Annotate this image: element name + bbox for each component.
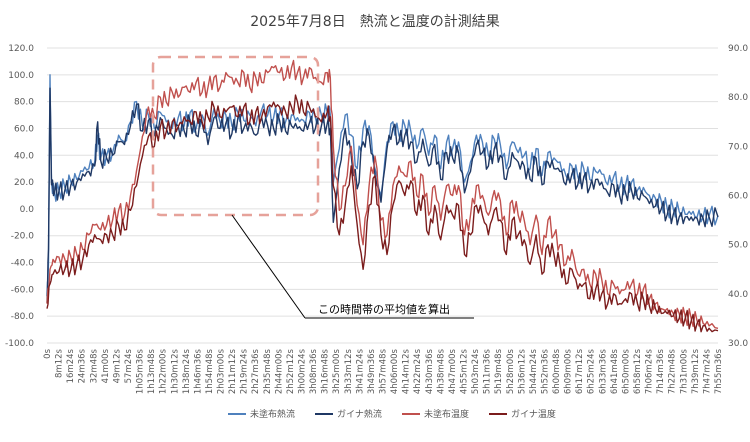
x-tick-label: 6h33m36s bbox=[598, 348, 608, 394]
x-tick-label: 7h55m36s bbox=[714, 348, 724, 394]
x-tick-label: 4h47m00s bbox=[448, 348, 458, 394]
highlight-box bbox=[151, 55, 320, 217]
x-tick-label: 7h47m24s bbox=[702, 348, 712, 394]
x-tick-label: 6h00m48s bbox=[552, 348, 562, 394]
x-tick-label: 6h50m00s bbox=[621, 348, 631, 394]
y-left-tick-label: 0.0 bbox=[20, 205, 35, 215]
x-tick-label: 5h36m12s bbox=[517, 348, 527, 394]
x-tick-label: 7h14m36s bbox=[656, 348, 666, 394]
legend: 未塗布熱流 ガイナ熱流 未塗布温度 ガイナ温度 bbox=[228, 408, 556, 420]
x-tick-label: 3h25m00s bbox=[332, 348, 342, 394]
y-left-tick-label: -100.0 bbox=[5, 339, 34, 349]
chart-title: 2025年7月8日 熱流と温度の計測結果 bbox=[250, 14, 499, 30]
x-tick-label: 6h17m12s bbox=[575, 348, 585, 394]
x-tick-label: 8m12s bbox=[55, 348, 65, 378]
x-tick-label: 2h11m12s bbox=[228, 348, 238, 394]
y-axis-right: 90.0 80.0 70.0 60.0 50.0 40.0 30.0 bbox=[728, 44, 748, 349]
x-tick-label: 6h58m12s bbox=[633, 348, 643, 394]
x-tick-label: 5h03m24s bbox=[471, 348, 481, 394]
series-line bbox=[46, 94, 719, 333]
series-line bbox=[46, 59, 719, 329]
x-tick-label: 7h31m00s bbox=[679, 348, 689, 394]
x-tick-label: 7h39m12s bbox=[691, 348, 701, 394]
y-left-tick-label: 80.0 bbox=[14, 98, 34, 108]
y-left-tick-label: 40.0 bbox=[14, 151, 34, 161]
y-right-tick-label: 60.0 bbox=[728, 192, 748, 202]
x-tick-label: 5h19m48s bbox=[494, 348, 504, 394]
x-tick-label: 4h14m12s bbox=[402, 348, 412, 394]
x-tick-label: 3h57m48s bbox=[379, 348, 389, 394]
x-tick-label: 1h13m48s bbox=[147, 348, 157, 394]
x-tick-label: 2h35m48s bbox=[263, 348, 273, 394]
x-tick-label: 1h54m48s bbox=[205, 348, 215, 394]
series-line bbox=[46, 87, 719, 303]
x-tick-label: 2h52m12s bbox=[286, 348, 296, 394]
annotation-leader bbox=[231, 214, 306, 319]
x-tick-label: 1h05m36s bbox=[136, 348, 146, 394]
x-tick-label: 7h06m24s bbox=[645, 348, 655, 394]
x-tick-label: 5h52m36s bbox=[540, 348, 550, 394]
y-left-tick-label: -40.0 bbox=[11, 259, 35, 269]
x-tick-label: 3h41m24s bbox=[355, 348, 365, 394]
y-left-tick-label: 20.0 bbox=[14, 178, 34, 188]
y-right-tick-label: 80.0 bbox=[728, 93, 748, 103]
x-tick-label: 6h41m48s bbox=[610, 348, 620, 394]
x-tick-label: 5h11m36s bbox=[483, 348, 493, 394]
y-left-tick-label: 100.0 bbox=[8, 71, 34, 81]
x-tick-label: 3h49m36s bbox=[367, 348, 377, 394]
y-right-tick-label: 40.0 bbox=[728, 290, 748, 300]
annotation-text: この時間帯の平均値を算出 bbox=[318, 302, 450, 316]
x-tick-label: 3h33m12s bbox=[344, 348, 354, 394]
y-left-tick-label: -80.0 bbox=[11, 312, 35, 322]
y-right-tick-label: 50.0 bbox=[728, 241, 748, 251]
y-left-tick-label: -60.0 bbox=[11, 285, 35, 295]
x-tick-label: 49m12s bbox=[112, 348, 122, 383]
legend-label: 未塗布熱流 bbox=[250, 408, 295, 420]
x-axis: 0s 8m12s 16m24s 24m36s 32m48s 41m00s 49m12s 57m… bbox=[43, 348, 724, 394]
x-tick-label: 3h16m48s bbox=[321, 348, 331, 394]
y-left-tick-label: -20.0 bbox=[11, 232, 35, 242]
x-tick-label: 4h55m12s bbox=[459, 348, 469, 394]
x-tick-label: 6h25m24s bbox=[587, 348, 597, 394]
x-tick-label: 3h08m36s bbox=[309, 348, 319, 394]
series-layer bbox=[46, 59, 719, 333]
legend-label: ガイナ熱流 bbox=[337, 408, 382, 420]
x-tick-label: 1h30m12s bbox=[170, 348, 180, 394]
x-tick-label: 1h46m36s bbox=[193, 348, 203, 394]
x-tick-label: 24m36s bbox=[78, 348, 88, 383]
x-tick-label: 1h38m24s bbox=[182, 348, 192, 394]
x-tick-label: 0s bbox=[43, 348, 53, 358]
x-tick-label: 2h19m24s bbox=[240, 348, 250, 394]
y-left-tick-label: 60.0 bbox=[14, 124, 34, 134]
x-tick-label: 4h22m24s bbox=[413, 348, 423, 394]
y-right-tick-label: 70.0 bbox=[728, 142, 748, 152]
x-tick-label: 7h22m48s bbox=[668, 348, 678, 394]
y-left-tick-label: 120.0 bbox=[8, 44, 34, 54]
y-axis-left: 120.0 100.0 80.0 60.0 40.0 20.0 0.0 -20.0 -40.0 -… bbox=[5, 44, 34, 349]
grid-layer bbox=[47, 47, 718, 344]
x-tick-label: 4h38m48s bbox=[436, 348, 446, 394]
y-right-tick-label: 90.0 bbox=[728, 44, 748, 54]
x-tick-label: 4h30m36s bbox=[425, 348, 435, 394]
x-tick-label: 5h28m00s bbox=[506, 348, 516, 394]
legend-label: 未塗布温度 bbox=[424, 408, 469, 420]
x-tick-label: 41m00s bbox=[101, 348, 111, 383]
x-tick-label: 6h09m00s bbox=[564, 348, 574, 394]
x-tick-label: 5h44m24s bbox=[529, 348, 539, 394]
x-tick-label: 16m24s bbox=[66, 348, 76, 383]
x-tick-label: 32m48s bbox=[89, 348, 99, 383]
x-tick-label: 4h06m00s bbox=[390, 348, 400, 394]
legend-label: ガイナ温度 bbox=[511, 408, 556, 420]
x-tick-label: 57m24s bbox=[124, 348, 134, 383]
x-tick-label: 1h22m00s bbox=[159, 348, 169, 394]
x-tick-label: 2h03m00s bbox=[217, 348, 227, 394]
x-tick-label: 2h44m00s bbox=[274, 348, 284, 394]
x-tick-label: 2h27m36s bbox=[251, 348, 261, 394]
y-right-tick-label: 30.0 bbox=[728, 339, 748, 349]
x-tick-label: 3h00m24s bbox=[298, 348, 308, 394]
